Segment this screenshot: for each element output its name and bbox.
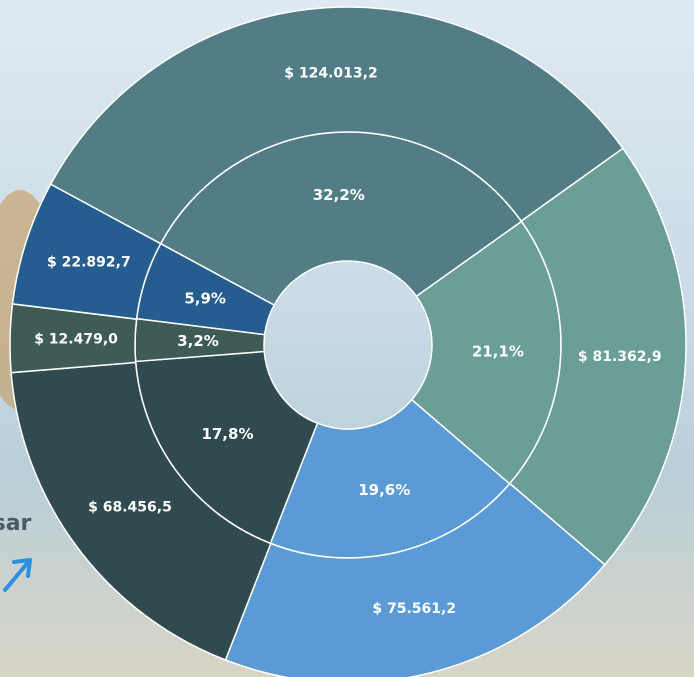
background-text: sar <box>0 511 32 536</box>
outer-segment <box>10 361 272 661</box>
outer-label: $ 22.892,7 <box>47 254 131 270</box>
outer-label: $ 68.456,5 <box>88 500 172 516</box>
outer-label: $ 75.561,2 <box>372 601 456 617</box>
outer-label: $ 12.479,0 <box>34 332 118 348</box>
rings: 32,2% 21,1% 19,6% 17,8% 3,2% 5,9% $ 124.013,2 $… <box>9 6 687 677</box>
inner-label: 3,2% <box>177 332 219 350</box>
outer-segment <box>11 183 162 320</box>
inner-label: 17,8% <box>201 425 253 443</box>
outer-label: $ 81.362,9 <box>578 349 662 365</box>
inner-label: 5,9% <box>184 290 226 308</box>
background-arrow <box>3 558 32 592</box>
outer-segment <box>508 147 687 566</box>
outer-label: $ 124.013,2 <box>284 66 377 82</box>
inner-label: 19,6% <box>358 481 410 499</box>
inner-label: 32,2% <box>313 186 365 204</box>
outer-segment <box>49 6 624 245</box>
inner-label: 21,1% <box>472 342 524 360</box>
outer-segment <box>224 482 606 677</box>
